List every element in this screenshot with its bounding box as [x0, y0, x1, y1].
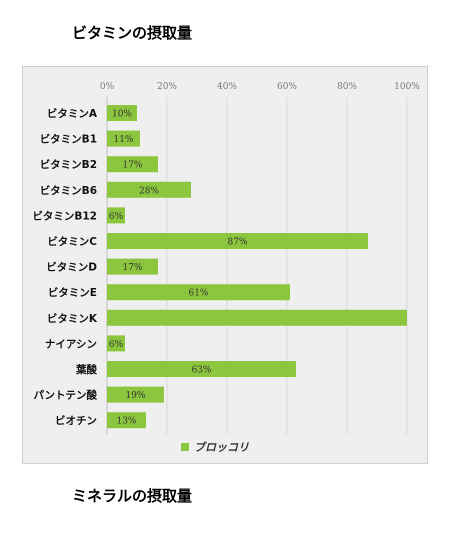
data-label: 10% — [112, 110, 132, 120]
vitamin-bar-chart: 0% 20% 40% 60% 80% 100% ビタミンA 10% ビタミンB1 11% ビタミンB… — [32, 82, 420, 454]
category-label: ビタミンA — [47, 107, 98, 120]
category-label: 葉酸 — [75, 363, 97, 376]
bar — [107, 207, 125, 224]
x-tick-label: 60% — [277, 82, 297, 92]
x-tick-label: 20% — [157, 82, 177, 92]
bar — [107, 335, 125, 352]
bar — [107, 412, 146, 429]
bar — [107, 361, 296, 377]
vitamin-intake-heading: ビタミンの摂取量 — [72, 24, 193, 42]
data-label: 6% — [109, 212, 124, 222]
category-label: ビタミンB12 — [32, 209, 97, 222]
category-label: ビタミンB2 — [40, 158, 97, 171]
bar — [107, 105, 137, 121]
category-label: ビタミンK — [47, 312, 98, 325]
bar — [107, 233, 368, 249]
data-label: 17% — [122, 263, 142, 273]
data-label: 19% — [125, 391, 145, 401]
legend-label: ブロッコリ — [194, 441, 249, 454]
data-label: 87% — [227, 238, 247, 248]
category-label: ナイアシン — [45, 338, 97, 350]
x-tick-label: 40% — [217, 82, 237, 92]
category-label: ビタミンE — [48, 286, 97, 299]
bar — [107, 181, 191, 198]
bar — [107, 386, 164, 403]
data-label: 6% — [109, 340, 124, 350]
bar — [107, 258, 158, 275]
category-label: ビタミンD — [46, 261, 97, 274]
x-tick-label: 100% — [394, 82, 420, 92]
data-label: 28% — [139, 186, 159, 196]
bar — [107, 156, 158, 173]
data-label: 61% — [188, 289, 208, 299]
legend-swatch — [181, 443, 189, 451]
bar — [107, 309, 407, 326]
mineral-intake-heading: ミネラルの摂取量 — [72, 487, 193, 505]
vitamin-chart: 0% 20% 40% 60% 80% 100% ビタミンA 10% ビタミンB1 11% ビタミンB… — [22, 66, 428, 464]
data-label: 63% — [191, 366, 211, 376]
bar — [107, 130, 140, 147]
x-tick-label: 80% — [337, 82, 357, 92]
data-label: 13% — [116, 417, 136, 427]
x-tick-label: 0% — [100, 82, 115, 92]
category-label: ビタミンB1 — [40, 133, 97, 146]
data-label: 11% — [113, 135, 133, 145]
category-label: ビオチン — [55, 414, 97, 427]
category-label: ビタミンC — [47, 235, 97, 248]
data-label: 17% — [122, 161, 142, 171]
category-label: パントテン酸 — [33, 389, 97, 402]
category-label: ビタミンB6 — [40, 184, 97, 197]
bar — [107, 284, 290, 301]
